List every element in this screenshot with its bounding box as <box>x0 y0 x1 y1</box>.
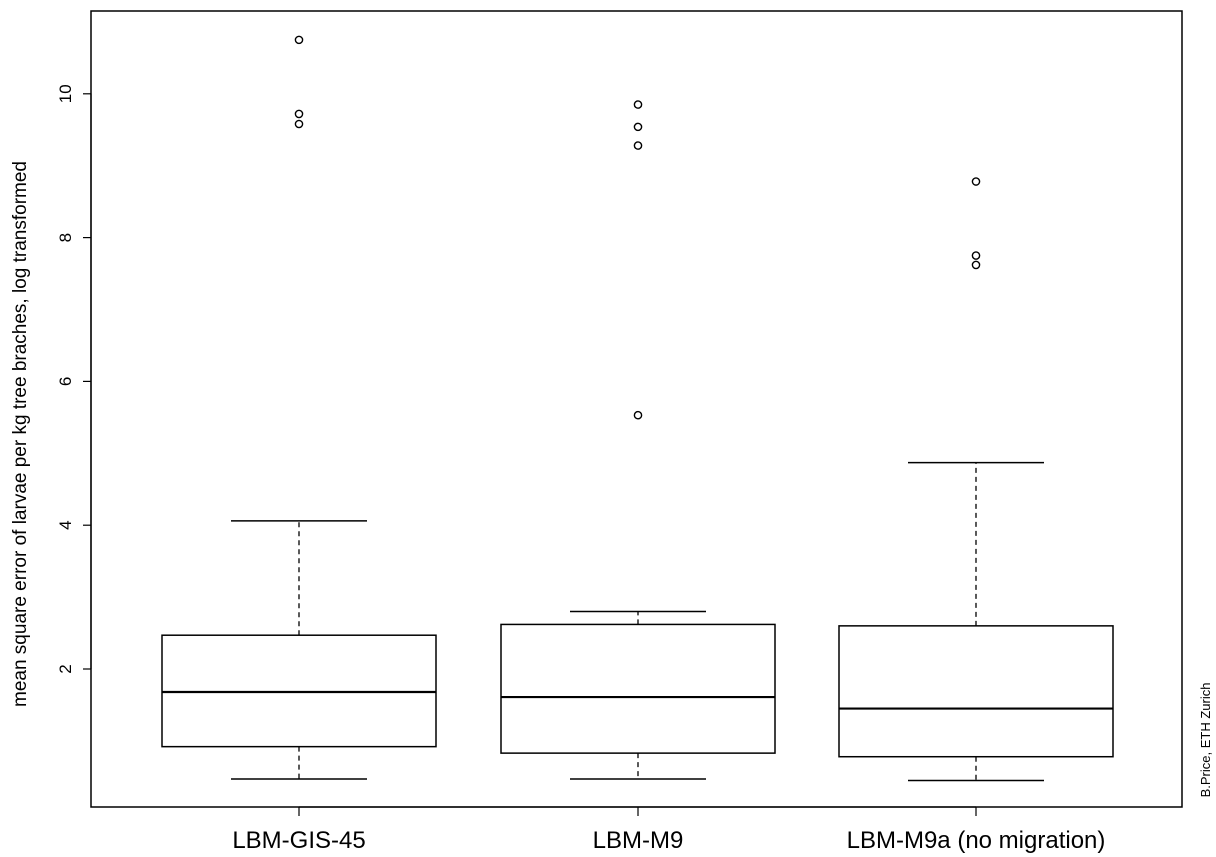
box-group <box>500 100 776 780</box>
y-axis: 2 4 6 8 10 <box>56 84 92 674</box>
outlier-point <box>971 251 981 260</box>
boxes <box>161 35 1114 782</box>
x-tick-label: LBM-M9 <box>593 827 684 854</box>
y-tick-label: 4 <box>56 520 75 529</box>
iqr-box <box>500 623 776 754</box>
iqr-box <box>838 625 1114 758</box>
x-axis: LBM-GIS-45 LBM-M9 LBM-M9a (no migration) <box>232 806 1106 854</box>
y-tick-label: 10 <box>56 84 75 103</box>
y-tick-label: 6 <box>56 377 75 386</box>
credit-text: B.Price, ETH Zurich <box>1198 683 1213 798</box>
outlier-point <box>294 119 304 129</box>
y-tick-label: 2 <box>56 664 75 673</box>
y-axis-title: mean square error of larvae per kg tree … <box>10 161 31 707</box>
outlier-point <box>294 109 304 119</box>
outlier-point <box>971 260 981 270</box>
x-tick-label: LBM-M9a (no migration) <box>847 827 1106 854</box>
outlier-point <box>294 35 304 45</box>
outlier-point <box>633 100 643 109</box>
outlier-point <box>971 177 981 186</box>
outlier-point <box>633 410 643 420</box>
outlier-point <box>633 122 643 132</box>
y-tick-label: 8 <box>56 233 75 242</box>
box-group <box>161 35 437 780</box>
x-tick-label: LBM-GIS-45 <box>232 827 365 854</box>
outlier-point <box>633 141 643 150</box>
box-group <box>838 177 1114 782</box>
